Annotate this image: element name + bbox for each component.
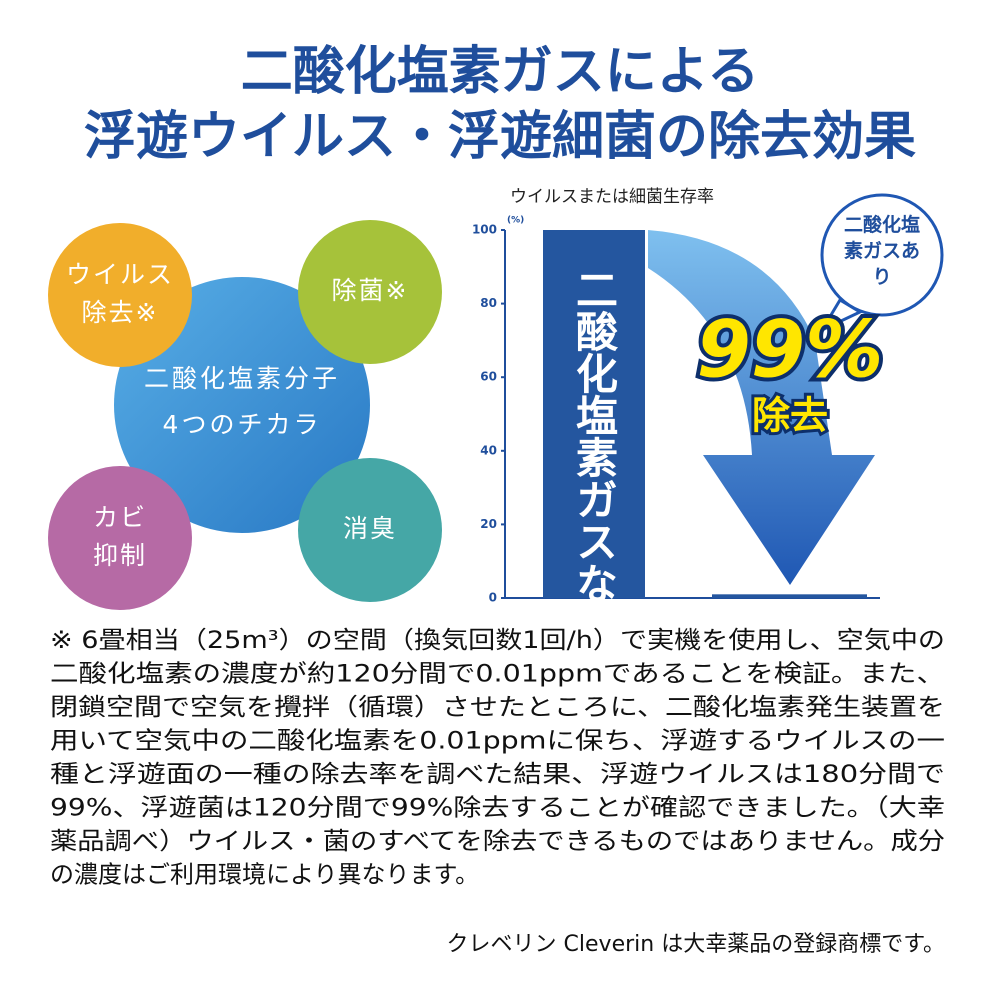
y-unit: (%)	[507, 216, 524, 226]
arrow	[648, 230, 875, 585]
node-label: カビ	[93, 503, 147, 532]
chart-title: ウイルスまたは細菌生存率	[510, 187, 714, 207]
title-line: 浮遊ウイルス・浮遊細菌の除去効果	[84, 107, 916, 167]
footnote-line: 99%、浮遊菌は120分間で99%除去することが確認できました。（大幸	[50, 794, 945, 822]
center-circle	[114, 277, 370, 533]
bar	[712, 594, 867, 598]
node-circle	[48, 223, 192, 367]
node-label: 除菌※	[332, 276, 409, 305]
footnote-line: 二酸化塩素の濃度が約120分間で0.01ppmであることを検証。また、	[50, 660, 945, 688]
y-tick-label: 0	[489, 591, 497, 605]
footnote-line: ※ 6畳相当（25m³）の空間（換気回数1回/h）で実機を使用し、空気中の	[50, 626, 945, 654]
node-label: ウイルス	[66, 260, 174, 289]
y-tick-label: 40	[480, 443, 497, 457]
y-tick-label: 20	[480, 517, 497, 531]
node-circle	[298, 458, 442, 602]
node-circle	[48, 466, 192, 610]
bar	[543, 230, 645, 598]
annotation: 99%	[697, 305, 884, 395]
y-tick-label: 80	[480, 296, 497, 310]
y-tick-label: 100	[472, 223, 497, 237]
node-label: 抑制	[93, 541, 147, 570]
y-tick-label: 60	[480, 370, 497, 384]
title-line: 二酸化塩素ガスによる	[241, 42, 759, 102]
footnote-line: 用いて空気中の二酸化塩素を0.01ppmに保ち、浮遊するウイルスの一	[50, 727, 945, 755]
footnote-line: 閉鎖空間で空気を攪拌（循環）させたところに、二酸化塩素発生装置を	[50, 693, 945, 721]
center-label: 二酸化塩素分子	[144, 364, 340, 393]
node-circle	[298, 220, 442, 364]
bubble	[820, 193, 944, 317]
credit: クレベリン Cleverin は大幸薬品の登録商標です。	[447, 932, 945, 957]
bar-label: 二酸化塩素ガスなし	[570, 268, 619, 646]
footnote-line: の濃度はご利用環境により異なります。	[50, 861, 479, 889]
center-label: 4つのチカラ	[163, 410, 322, 439]
annotation: 除去	[752, 394, 828, 438]
node-label: 除去※	[82, 298, 159, 327]
footnote-line: 薬品調べ）ウイルス・菌のすべてを除去できるものではありません。成分	[50, 827, 945, 855]
bubble-label: 二酸化塩素ガスあり	[843, 214, 920, 288]
footnote-line: 種と浮遊面の一種の除去率を調べた結果、浮遊ウイルスは180分間で	[50, 760, 945, 788]
node-label: 消臭	[343, 514, 397, 543]
